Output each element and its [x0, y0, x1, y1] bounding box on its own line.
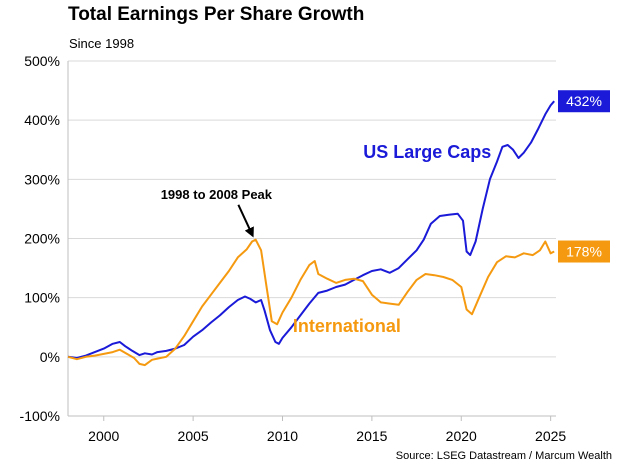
x-tick-label: 2000 — [88, 428, 119, 444]
x-tick-label: 2025 — [535, 428, 566, 444]
series-line-international — [67, 238, 555, 367]
end-label-box-international — [558, 240, 610, 263]
y-tick-label: 200% — [24, 231, 60, 247]
x-tick-label: 2010 — [267, 428, 298, 444]
annotation-peak-label: 1998 to 2008 Peak — [161, 187, 273, 202]
annotation-arrow — [237, 204, 254, 238]
x-tick-label: 2020 — [446, 428, 477, 444]
x-tick-label: 2015 — [356, 428, 387, 444]
series-label-us-large-caps: US Large Caps — [363, 142, 491, 162]
y-tick-label: 0% — [40, 349, 60, 365]
y-tick-label: 500% — [24, 53, 60, 69]
y-tick-label: 300% — [24, 171, 60, 187]
series-line-us-large-caps — [67, 100, 555, 359]
y-tick-label: 400% — [24, 112, 60, 128]
source-note: Source: LSEG Datastream / Marcum Wealth — [395, 450, 612, 462]
y-tick-label: -100% — [20, 408, 60, 424]
end-label-us-large-caps: 432% — [566, 93, 602, 109]
end-label-box-us-large-caps — [558, 90, 610, 113]
y-tick-label: 100% — [24, 290, 60, 306]
series-label-international: International — [293, 316, 401, 336]
chart-subtitle: Since 1998 — [69, 36, 135, 51]
chart-title: Total Earnings Per Share Growth — [68, 4, 365, 25]
x-tick-label: 2005 — [178, 428, 209, 444]
end-label-international: 178% — [566, 244, 602, 260]
